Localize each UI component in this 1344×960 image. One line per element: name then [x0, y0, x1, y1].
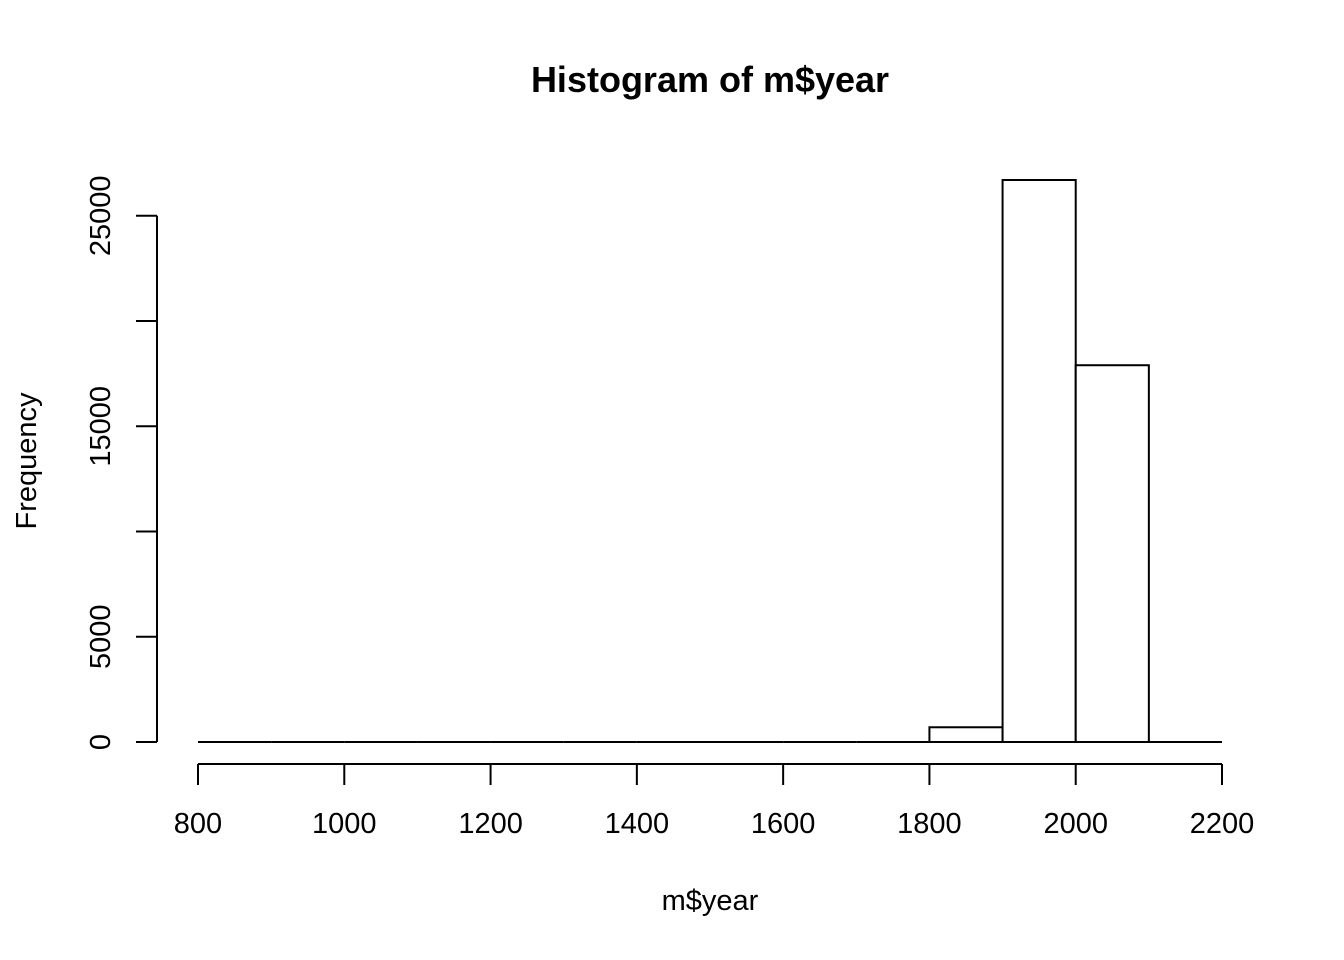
chart-title: Histogram of m$year	[531, 59, 889, 100]
histogram-bar	[1001, 179, 1077, 743]
x-tick-label: 1400	[605, 808, 670, 840]
x-axis: 800 1000 1200 1400 1600 1800 2000 2200	[174, 763, 1255, 840]
y-tick-label: 5000	[85, 604, 117, 669]
x-tick-label: 1600	[751, 808, 816, 840]
x-tick-label: 2000	[1043, 808, 1108, 840]
histogram-bar	[928, 726, 1004, 744]
y-tick-label: 0	[85, 734, 117, 750]
x-tick-label: 1000	[312, 808, 377, 840]
histogram-bar	[1074, 364, 1150, 743]
x-tick-label: 800	[174, 808, 222, 840]
y-tick-label: 25000	[85, 175, 117, 256]
y-axis: 0 5000 15000 25000	[85, 175, 158, 750]
x-tick-label: 2200	[1190, 808, 1255, 840]
x-tick-label: 1800	[897, 808, 962, 840]
y-tick-label: 15000	[85, 386, 117, 467]
x-axis-label: m$year	[662, 885, 759, 917]
y-axis-label: Frequency	[11, 392, 43, 530]
x-tick-label: 1200	[458, 808, 523, 840]
bars-layer	[198, 179, 1222, 744]
